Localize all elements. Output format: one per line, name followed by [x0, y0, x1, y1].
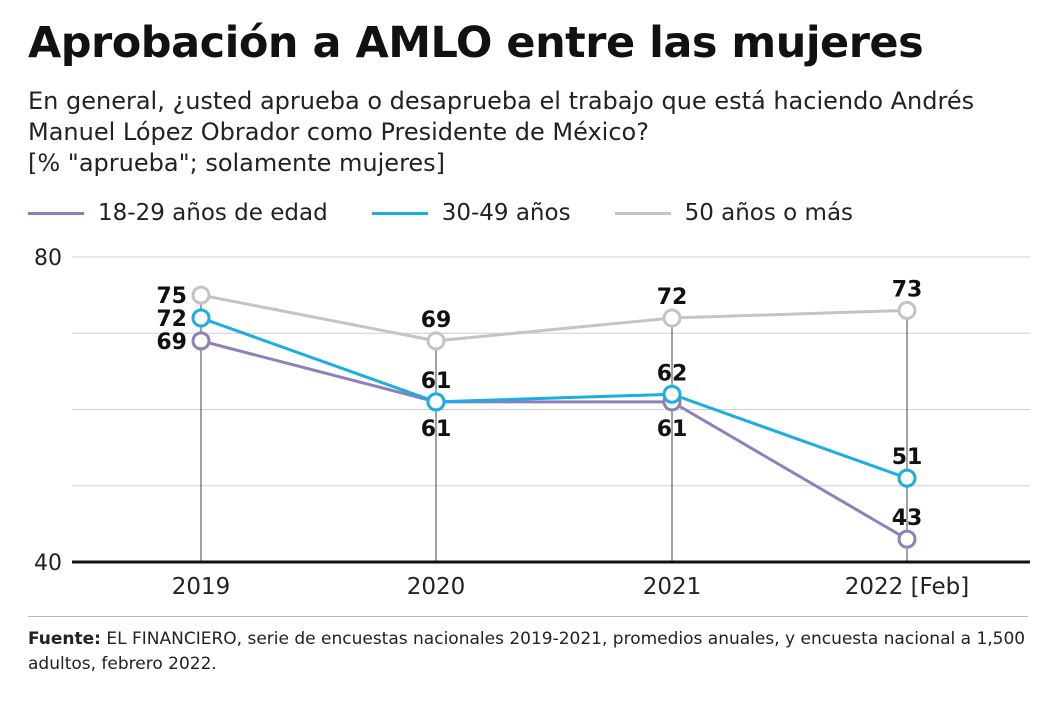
- legend-label: 50 años o más: [684, 200, 854, 226]
- legend-label: 18-29 años de edad: [98, 200, 328, 226]
- series-line: [200, 339, 908, 541]
- y-tick-label: 80: [34, 246, 62, 271]
- legend-label: 30-49 años: [441, 200, 571, 226]
- legend-swatch: [614, 211, 671, 215]
- data-point: [662, 308, 682, 328]
- legend-swatch: [28, 211, 84, 215]
- subtitle-line: Manuel López Obrador como Presidente de …: [28, 118, 649, 146]
- data-label: 72: [657, 285, 688, 310]
- chart-subtitle: En general, ¿usted aprueba o desaprueba …: [28, 86, 1028, 179]
- chart-legend: 18-29 años de edad 30-49 años 50 años o …: [28, 196, 897, 230]
- chart-title: Aprobación a AMLO entre las mujeres: [28, 18, 924, 68]
- data-label: 62: [657, 361, 688, 386]
- source-divider: [28, 616, 1028, 617]
- data-label: 51: [892, 445, 923, 470]
- data-label: 75: [156, 284, 187, 309]
- source-note: Fuente: EL FINANCIERO, serie de encuesta…: [28, 627, 1028, 677]
- subtitle-line: En general, ¿usted aprueba o desaprueba …: [28, 87, 975, 115]
- data-label: 61: [657, 417, 688, 442]
- data-point: [662, 384, 682, 404]
- data-label: 43: [892, 506, 923, 531]
- data-label: 61: [421, 417, 452, 442]
- legend-item-50-plus: 50 años o más: [614, 200, 854, 226]
- legend-item-18-29: 18-29 años de edad: [28, 200, 328, 226]
- legend-item-30-49: 30-49 años: [371, 200, 571, 226]
- data-point: [897, 300, 917, 320]
- data-point: [426, 392, 446, 412]
- data-label: 61: [421, 369, 452, 394]
- x-tick-label: 2020: [407, 574, 466, 600]
- data-label: 69: [156, 330, 187, 355]
- legend-swatch: [371, 211, 428, 215]
- data-label: 69: [421, 308, 452, 333]
- data-point: [426, 331, 446, 351]
- data-point: [897, 468, 917, 488]
- source-label: Fuente:: [28, 629, 101, 649]
- data-point: [191, 285, 211, 305]
- x-tick-label: 2022 [Feb]: [845, 574, 970, 600]
- subtitle-line: [% "aprueba"; solamente mujeres]: [28, 149, 446, 177]
- source-text: EL FINANCIERO, serie de encuestas nacion…: [28, 629, 1026, 674]
- data-point: [191, 331, 211, 351]
- data-label: 73: [892, 277, 923, 302]
- x-tick-label: 2021: [643, 574, 702, 600]
- data-point: [897, 529, 917, 549]
- series-line: [200, 293, 908, 343]
- data-point: [191, 308, 211, 328]
- series-line: [200, 316, 908, 480]
- y-tick-label: 40: [34, 551, 62, 576]
- x-tick-label: 2019: [172, 574, 231, 600]
- data-label: 72: [156, 307, 187, 332]
